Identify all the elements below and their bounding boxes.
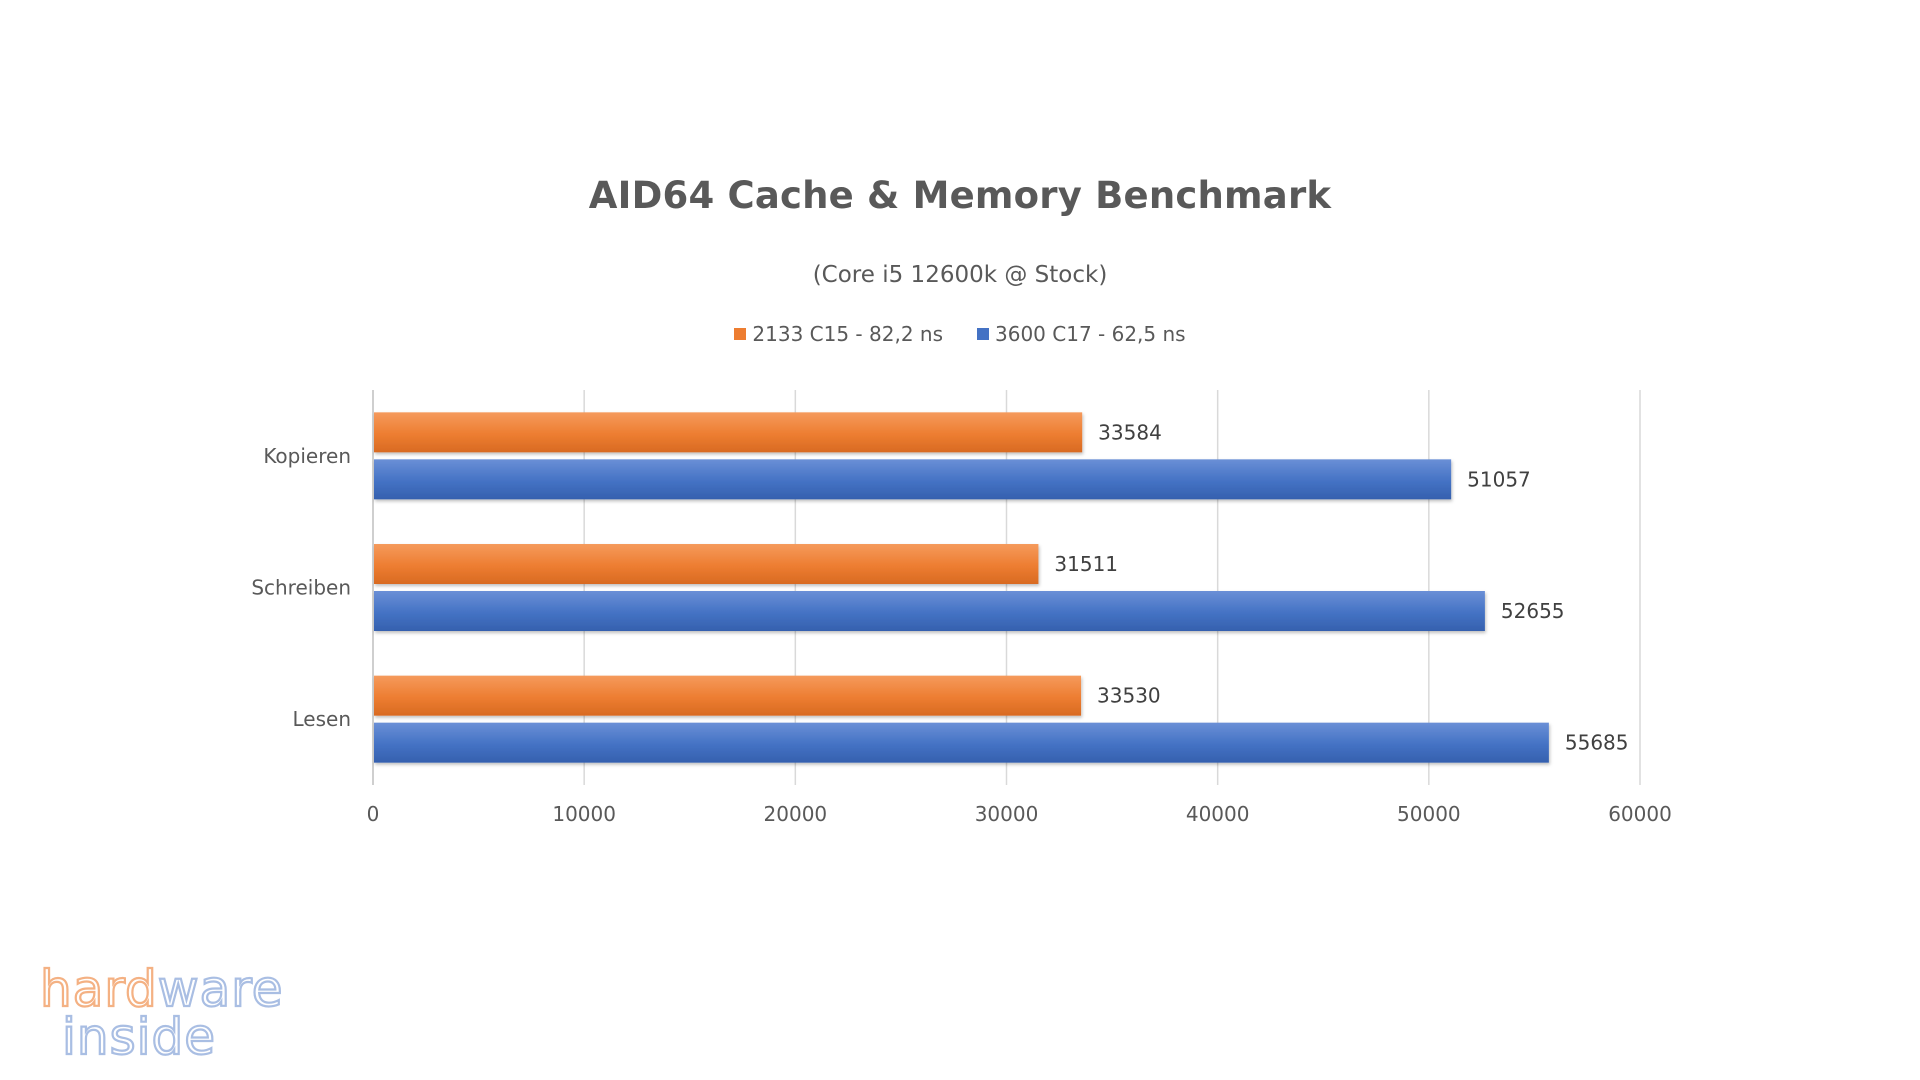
hardware-inside-logo: hardware inside <box>40 962 284 1062</box>
chart-subtitle: (Core i5 12600k @ Stock) <box>812 262 1108 288</box>
bar-lesen-series-1 <box>374 675 1082 716</box>
legend-swatch-series-1 <box>734 328 747 340</box>
x-tick-label: 0 <box>367 802 380 826</box>
x-tick-label: 60000 <box>1608 802 1672 826</box>
legend-item-series-1: 2133 C15 - 82,2 ns <box>734 322 943 346</box>
legend-label-series-1: 2133 C15 - 82,2 ns <box>752 322 943 346</box>
x-tick-label: 20000 <box>764 802 828 826</box>
category-label-kopieren: Kopieren <box>263 444 351 468</box>
data-label: 51057 <box>1467 467 1531 491</box>
x-tick-label: 10000 <box>552 802 616 826</box>
chart-legend: 2133 C15 - 82,2 ns 3600 C17 - 62,5 ns <box>0 322 1920 346</box>
category-label-schreiben: Schreiben <box>251 576 351 600</box>
data-label: 55685 <box>1565 731 1629 755</box>
bar-schreiben-series-1 <box>374 544 1039 584</box>
gridlines <box>372 390 1641 785</box>
bar-lesen-series-2 <box>374 722 1549 763</box>
data-label: 33530 <box>1097 684 1161 708</box>
bar-kopieren-series-2 <box>374 459 1452 500</box>
data-label: 52655 <box>1501 599 1565 623</box>
bar-schreiben-series-2 <box>374 591 1485 631</box>
chart-title: AID64 Cache & Memory Benchmark <box>588 174 1332 217</box>
axes: 0 10000 20000 30000 40000 50000 60000 Kopieren S… <box>251 444 1672 826</box>
data-labels: 33584 51057 31511 52655 33530 55685 <box>1054 420 1628 754</box>
bars <box>374 412 1549 763</box>
bar-kopieren-series-1 <box>374 412 1083 453</box>
data-label: 33584 <box>1098 420 1162 444</box>
x-tick-label: 50000 <box>1397 802 1461 826</box>
legend-item-series-2: 3600 C17 - 62,5 ns <box>977 322 1186 346</box>
legend-swatch-series-2 <box>977 328 989 340</box>
svg-text:inside: inside <box>62 1008 216 1062</box>
svg-text:hardware: hardware <box>40 962 284 1018</box>
legend-label-series-2: 3600 C17 - 62,5 ns <box>995 322 1186 346</box>
x-tick-label: 40000 <box>1186 802 1250 826</box>
category-label-lesen: Lesen <box>293 707 352 731</box>
x-tick-label: 30000 <box>975 802 1039 826</box>
data-label: 31511 <box>1054 552 1118 576</box>
